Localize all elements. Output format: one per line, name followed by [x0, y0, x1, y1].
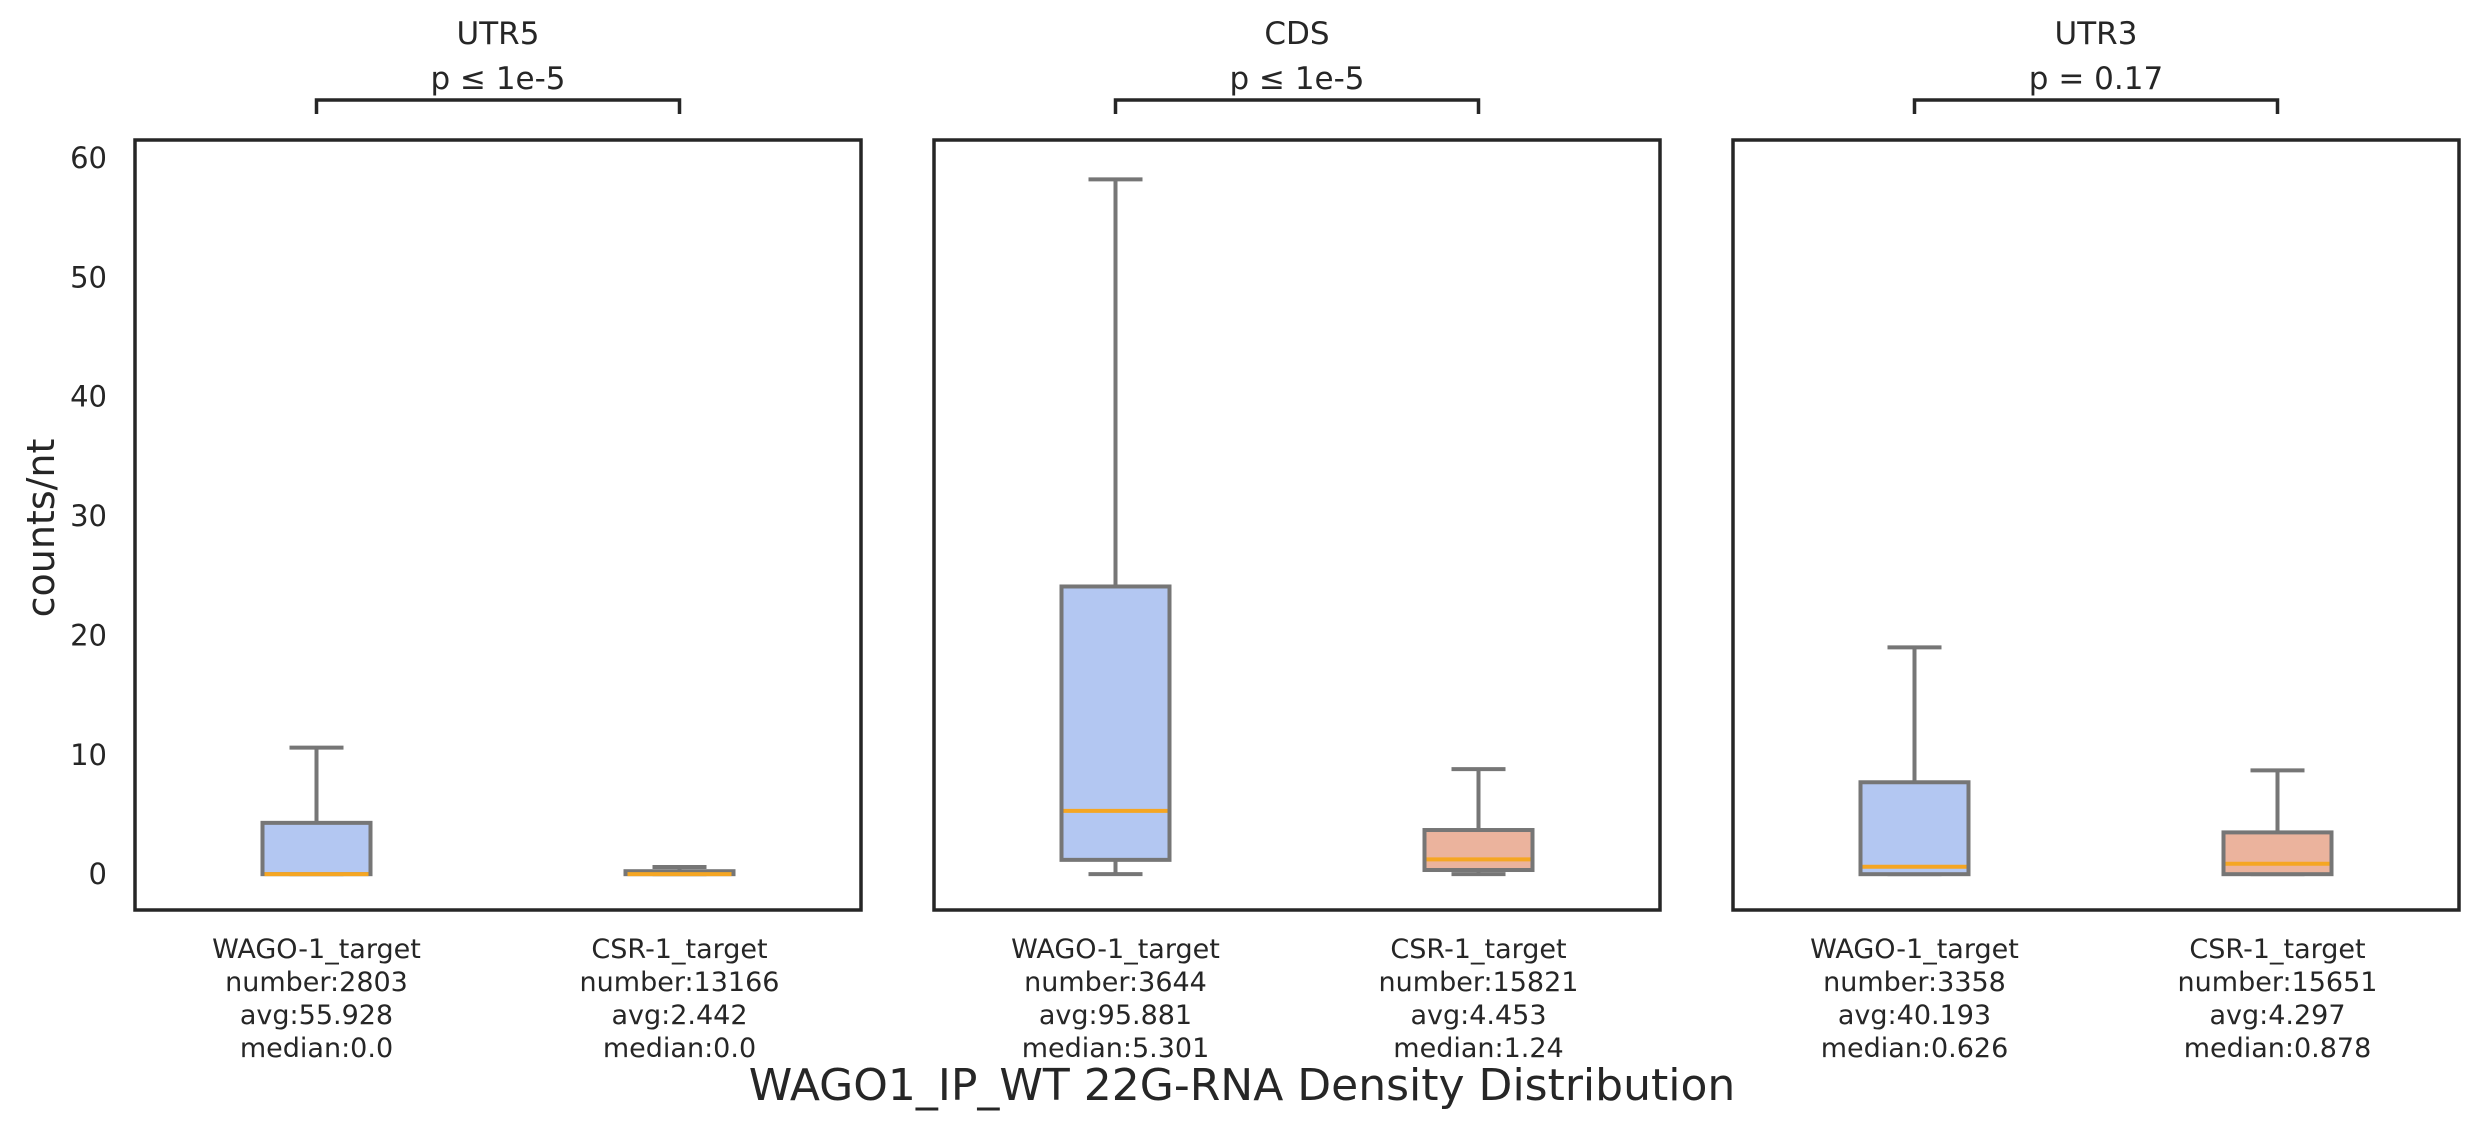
p-value-label: p ≤ 1e-5	[430, 61, 565, 97]
y-tick-label: 30	[70, 499, 107, 533]
avg-label: avg:4.453	[1410, 1000, 1546, 1031]
x-tick-label: CSR-1_target	[1390, 934, 1566, 965]
box-body	[260, 820, 373, 877]
significance-bracket	[1912, 98, 2280, 114]
avg-label: avg:2.442	[611, 1000, 747, 1031]
box-csr-1_target	[2221, 768, 2334, 877]
avg-label: avg:4.297	[2209, 1000, 2345, 1031]
median-label: median:0.878	[2184, 1033, 2372, 1064]
count-label: number:15651	[2178, 967, 2378, 998]
p-value-label: p = 0.17	[2029, 61, 2163, 97]
median-label: median:0.0	[603, 1033, 756, 1064]
y-axis-label: counts/nt	[19, 439, 63, 618]
count-label: number:15821	[1379, 967, 1579, 998]
y-tick-label: 20	[70, 618, 107, 652]
box-csr-1_target	[623, 865, 736, 877]
count-label: number:3358	[1823, 967, 2006, 998]
box-csr-1_target	[1422, 767, 1535, 877]
box-wago-1_target	[1059, 177, 1172, 877]
box-wago-1_target	[260, 745, 373, 877]
y-tick-label: 50	[70, 260, 107, 294]
x-tick-label: WAGO-1_target	[1810, 934, 2019, 965]
box-wago-1_target	[1858, 645, 1971, 877]
avg-label: avg:40.193	[1838, 1000, 1991, 1031]
panel-title: CDS	[1264, 16, 1329, 52]
box-body	[1858, 780, 1971, 877]
y-tick-label: 0	[89, 857, 107, 891]
x-tick-label: WAGO-1_target	[212, 934, 421, 965]
panel-utr5: 0102030405060WAGO-1_targetnumber:2803avg…	[70, 16, 863, 1064]
significance-bracket	[1113, 98, 1481, 114]
count-label: number:2803	[225, 967, 408, 998]
avg-label: avg:55.928	[240, 1000, 393, 1031]
y-tick-label: 60	[70, 141, 107, 175]
x-tick-label: CSR-1_target	[2189, 934, 2365, 965]
box-body	[2221, 830, 2334, 877]
x-tick-label: CSR-1_target	[591, 934, 767, 965]
median-label: median:1.24	[1393, 1033, 1563, 1064]
box-body	[1059, 584, 1172, 862]
count-label: number:13166	[580, 967, 780, 998]
plot-frame	[1731, 138, 2461, 912]
p-value-label: p ≤ 1e-5	[1229, 61, 1364, 97]
avg-label: avg:95.881	[1039, 1000, 1192, 1031]
y-tick-label: 40	[70, 380, 107, 414]
median-label: median:0.0	[240, 1033, 393, 1064]
panel-utr3: WAGO-1_targetnumber:3358avg:40.193median…	[1731, 16, 2461, 1064]
count-label: number:3644	[1024, 967, 1207, 998]
median-label: median:0.626	[1821, 1033, 2009, 1064]
panel-title: UTR5	[457, 16, 540, 52]
panel-cds: WAGO-1_targetnumber:3644avg:95.881median…	[932, 16, 1662, 1064]
y-tick-label: 10	[70, 738, 107, 772]
plot-frame	[133, 138, 863, 912]
significance-bracket	[314, 98, 682, 114]
x-tick-label: WAGO-1_target	[1011, 934, 1220, 965]
box-body	[1422, 828, 1535, 873]
panel-title: UTR3	[2055, 16, 2138, 52]
panels: 0102030405060WAGO-1_targetnumber:2803avg…	[70, 16, 2461, 1064]
plot-frame	[932, 138, 1662, 912]
median-label: median:5.301	[1022, 1033, 1210, 1064]
figure-title: WAGO1_IP_WT 22G-RNA Density Distribution	[749, 1060, 1736, 1111]
